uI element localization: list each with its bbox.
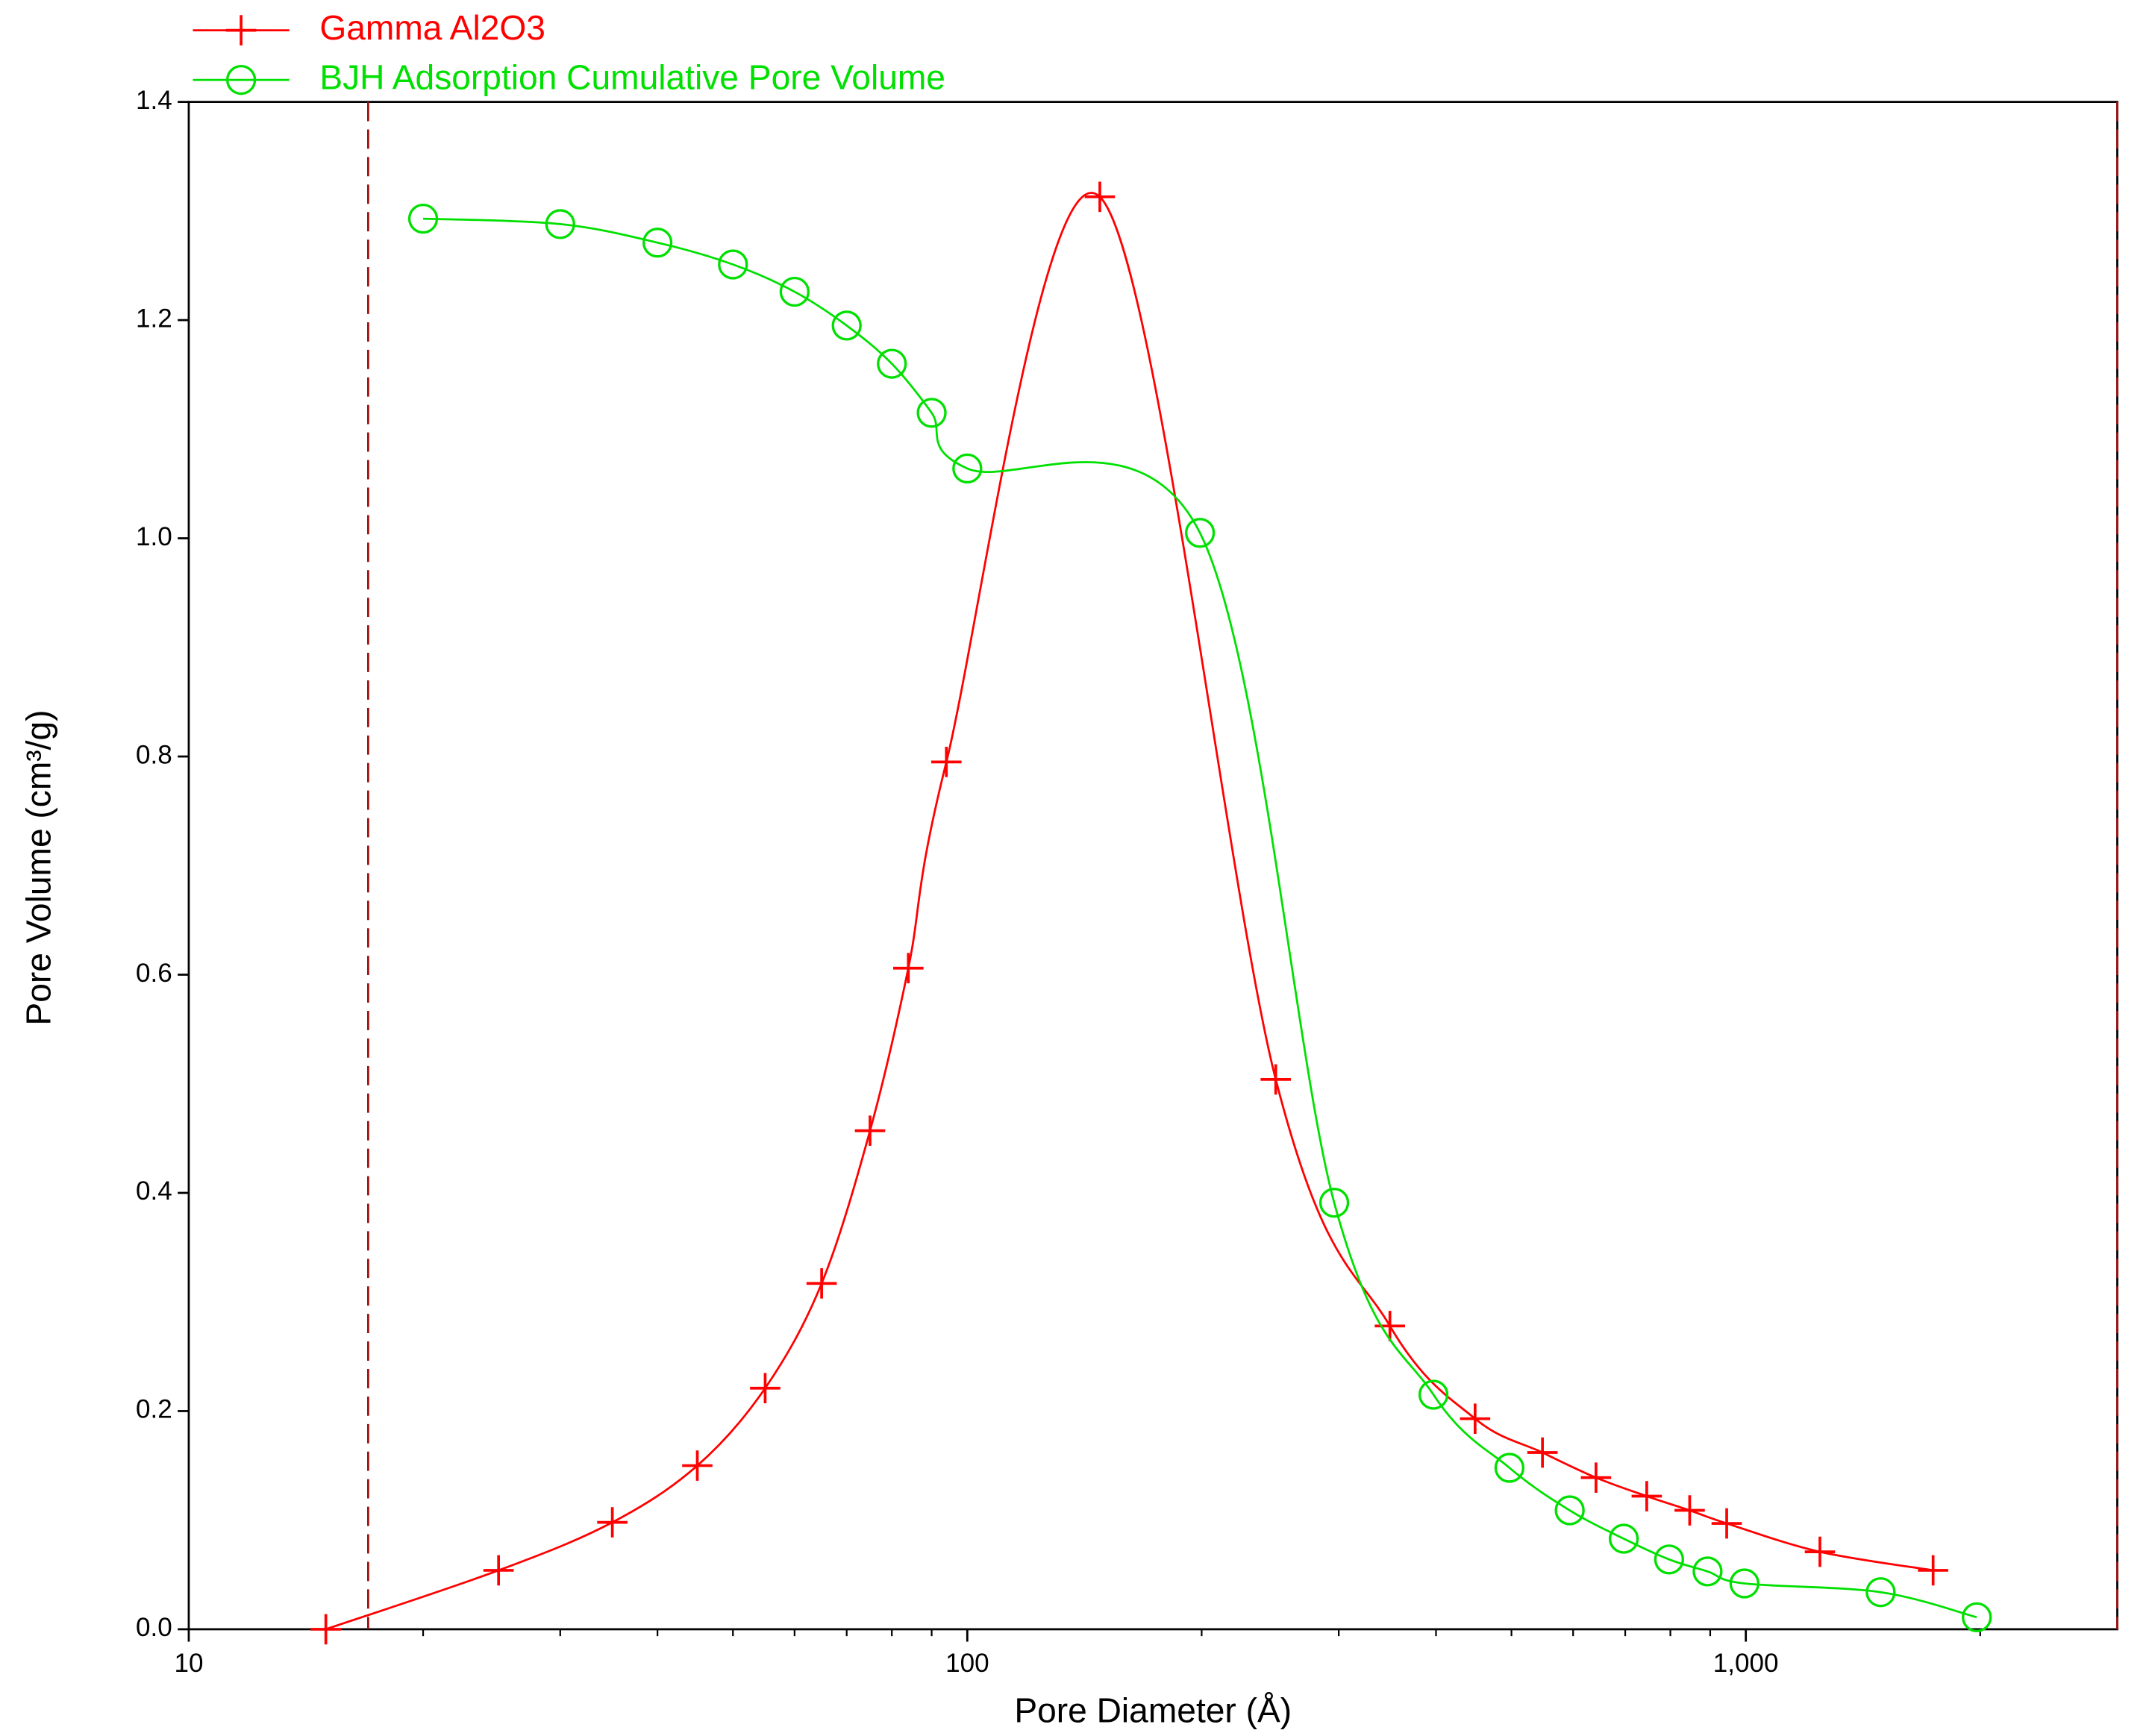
x-axis-label: Pore Diameter (Å) (1014, 1691, 1292, 1730)
plot-frame (187, 101, 2118, 1631)
data-point (545, 209, 575, 239)
legend-marker (225, 64, 257, 95)
data-point (682, 1450, 713, 1481)
y-tick-label: 1.4 (136, 86, 172, 115)
data-point (718, 249, 748, 280)
data-point (310, 1614, 341, 1645)
y-tick-label: 0.8 (136, 740, 172, 769)
legend-marker (225, 15, 257, 46)
data-point (642, 228, 673, 258)
data-point (806, 1268, 837, 1299)
data-point (1084, 181, 1116, 213)
data-point (1962, 1602, 1992, 1632)
y-axis-label: Pore Volume (cm³/g) (19, 709, 58, 1025)
data-point (1460, 1403, 1491, 1435)
series-line (325, 192, 1933, 1631)
legend-label: Gamma Al2O3 (319, 8, 545, 47)
data-point (1918, 1555, 1948, 1586)
y-tick-label: 0.6 (136, 959, 172, 988)
series-line (422, 217, 1977, 1619)
data-point (1654, 1544, 1684, 1575)
data-point (854, 1115, 886, 1146)
data-point (1527, 1437, 1558, 1468)
data-point (1804, 1536, 1836, 1567)
data-point (1185, 518, 1216, 548)
data-point (483, 1555, 514, 1586)
y-tick-label: 1.2 (136, 304, 172, 333)
data-point (750, 1373, 781, 1404)
x-tick-label: 1,000 (1713, 1649, 1779, 1678)
data-point (1494, 1453, 1524, 1483)
data-point (952, 453, 983, 484)
data-point (930, 747, 962, 777)
data-point (597, 1507, 628, 1538)
data-point (1374, 1311, 1405, 1341)
data-point (1729, 1568, 1759, 1599)
data-point (1418, 1379, 1449, 1410)
data-point (916, 398, 947, 428)
legend-label: BJH Adsorption Cumulative Pore Volume (319, 57, 945, 96)
data-point (779, 276, 810, 307)
data-point (1319, 1188, 1350, 1218)
data-point (877, 348, 907, 379)
data-point (831, 310, 862, 341)
data-point (1580, 1462, 1612, 1493)
data-point (893, 953, 924, 984)
data-point (1674, 1495, 1705, 1526)
data-point (407, 203, 439, 234)
data-point (1692, 1556, 1723, 1587)
y-tick-label: 0.0 (136, 1613, 172, 1642)
data-point (1554, 1495, 1585, 1526)
y-tick-label: 1.0 (136, 522, 172, 551)
y-tick-label: 0.4 (136, 1176, 172, 1206)
data-point (1608, 1523, 1639, 1554)
x-tick-label: 100 (945, 1649, 989, 1678)
y-tick-label: 0.2 (136, 1395, 172, 1424)
data-point (1631, 1481, 1662, 1511)
x-tick-label: 10 (174, 1649, 203, 1678)
data-point (1711, 1508, 1742, 1539)
data-point (1260, 1064, 1292, 1095)
data-point (1865, 1577, 1896, 1608)
